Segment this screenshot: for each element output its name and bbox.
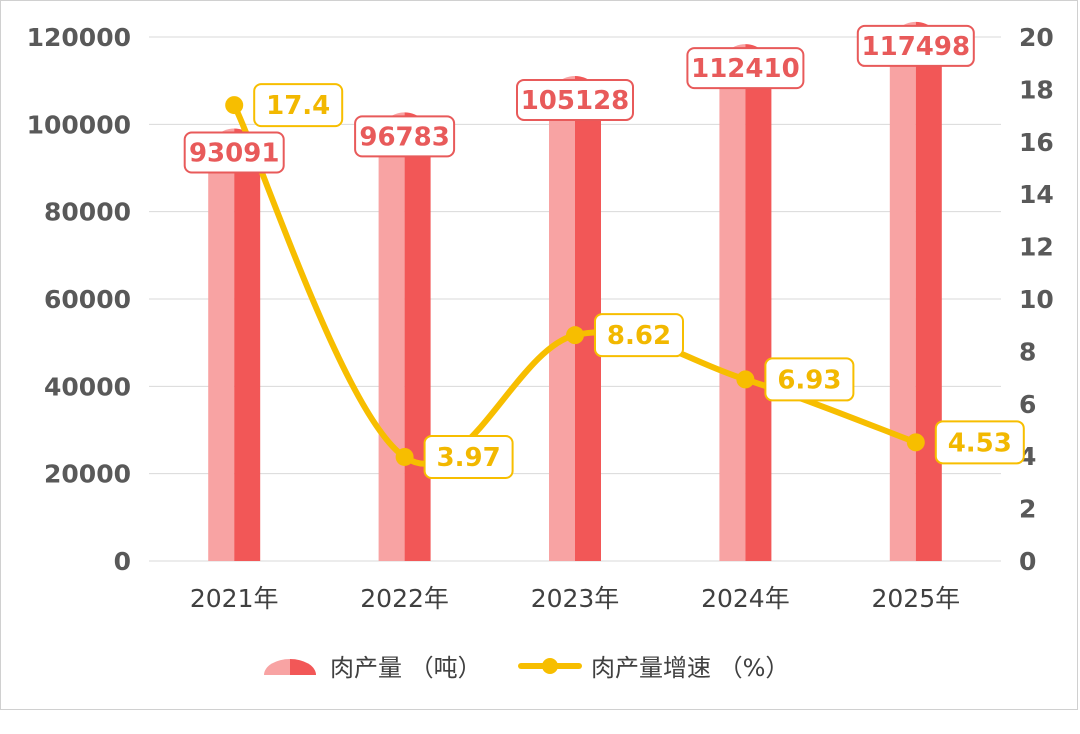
y-left-tick-label: 40000 [44, 372, 131, 401]
bar-data-label: 105128 [516, 78, 634, 121]
bar [549, 75, 601, 561]
y-right-tick-label: 6 [1019, 390, 1036, 419]
bar-label-box [686, 47, 805, 90]
bar-label-text: 117498 [862, 32, 971, 62]
bar-label-box [856, 24, 975, 67]
line-label-box [764, 357, 855, 402]
line-data-label: 17.4 [253, 83, 344, 128]
line-marker [225, 96, 244, 115]
x-tick-label: 2022年 [360, 584, 449, 613]
bar-left-half [378, 112, 405, 562]
line-label-box [934, 420, 1025, 465]
bar-left-half [719, 44, 746, 561]
line-data-label: 8.62 [594, 313, 684, 358]
bar-label-box [354, 115, 456, 158]
bar-right-half [915, 21, 942, 561]
y-right-tick-label: 18 [1019, 75, 1054, 104]
line-label-box [423, 434, 514, 479]
bar-label-text: 96783 [359, 122, 449, 152]
y-left-tick-label: 120000 [27, 23, 131, 52]
legend-label-line: 肉产量增速 （%） [591, 654, 789, 682]
legend-swatch-bar-dark [290, 659, 316, 675]
bar [378, 112, 431, 562]
bar-label-box [516, 78, 634, 121]
y-right-tick-label: 12 [1019, 233, 1054, 262]
line-marker [395, 447, 414, 466]
x-axis: 2021年 2022年 2023年 2024年 2025年 [190, 584, 960, 613]
line-label-text: 4.53 [948, 428, 1012, 458]
bar-label-text: 112410 [691, 54, 800, 84]
legend-swatch-bar-light [264, 659, 290, 675]
y-right-tick-label: 14 [1019, 180, 1054, 209]
y-right-tick-label: 20 [1019, 23, 1054, 52]
bar-label-text: 93091 [189, 139, 279, 169]
left-y-axis: 0 20000 40000 60000 80000 100000 120000 [27, 23, 131, 576]
y-right-tick-label: 16 [1019, 128, 1054, 157]
bar-left-half [208, 128, 235, 561]
bar-data-label: 112410 [686, 47, 805, 90]
y-right-tick-label: 10 [1019, 285, 1054, 314]
line-label-text: 6.93 [777, 365, 841, 395]
y-right-tick-label: 0 [1019, 547, 1036, 576]
legend-item-line: 肉产量增速 （%） [518, 654, 789, 682]
line-label-text: 8.62 [607, 321, 671, 351]
legend-item-bar: 肉产量 （吨） [264, 654, 482, 682]
x-tick-label: 2021年 [190, 584, 279, 613]
line-data-label: 6.93 [764, 357, 855, 402]
line-marker [906, 433, 925, 452]
line-label-text: 17.4 [266, 91, 330, 121]
bar [719, 44, 772, 561]
line-data-label: 4.53 [934, 420, 1025, 465]
y-left-tick-label: 20000 [44, 460, 131, 489]
line-marker [566, 326, 584, 345]
line-label-box [594, 313, 684, 358]
bar-data-label: 117498 [856, 24, 975, 67]
legend-swatch-marker [542, 658, 558, 674]
bar-label-box [183, 131, 285, 174]
y-left-tick-label: 100000 [27, 110, 131, 139]
y-left-tick-label: 0 [114, 547, 131, 576]
y-left-tick-label: 60000 [44, 285, 131, 314]
x-tick-label: 2023年 [531, 584, 620, 613]
line-label-text: 3.97 [437, 443, 501, 473]
bar [208, 128, 261, 561]
line-marker [736, 370, 755, 389]
y-right-tick-label: 8 [1019, 337, 1036, 366]
line-label-box [253, 83, 344, 128]
line-data-label: 3.97 [423, 434, 514, 479]
bar-left-half [549, 75, 575, 561]
y-right-tick-label: 2 [1019, 495, 1036, 524]
x-tick-label: 2025年 [871, 584, 960, 613]
legend-label-bar: 肉产量 （吨） [330, 654, 482, 682]
bar-data-label: 93091 [183, 131, 285, 174]
y-left-tick-label: 80000 [44, 198, 131, 227]
bar-right-half [745, 44, 772, 561]
bar-left-half [889, 21, 916, 561]
legend: 肉产量 （吨） 肉产量增速 （%） [264, 654, 789, 682]
bar-data-label: 96783 [354, 115, 456, 158]
bar-label-text: 105128 [521, 86, 630, 116]
bar-right-half [404, 112, 431, 562]
bar [889, 21, 942, 561]
bar-right-half [234, 128, 261, 561]
bar-right-half [575, 75, 601, 561]
data-labels: 93091 96783 105128 112410 117498 17.4 3.97 8.62… [183, 24, 1025, 479]
x-tick-label: 2024年 [701, 584, 790, 613]
